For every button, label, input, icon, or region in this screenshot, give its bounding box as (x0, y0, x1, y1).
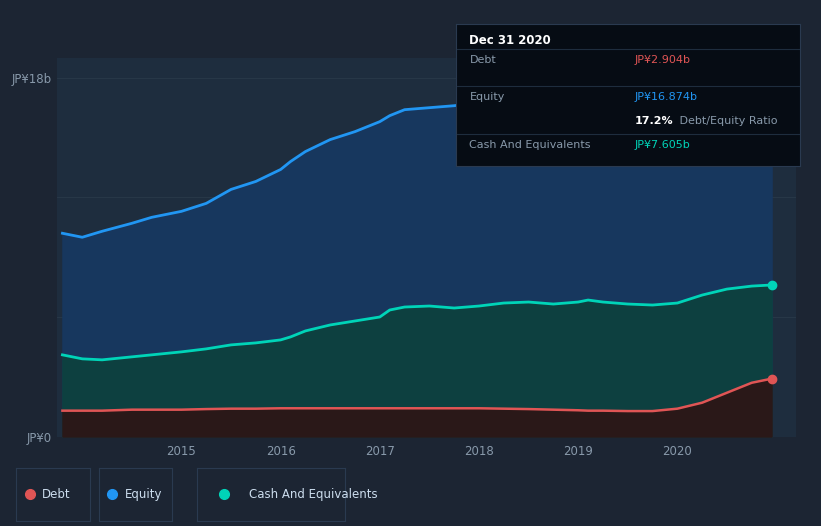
Text: Debt: Debt (470, 55, 496, 65)
Text: JP¥16.874b: JP¥16.874b (635, 92, 698, 102)
Text: Equity: Equity (470, 92, 505, 102)
Text: Equity: Equity (125, 488, 162, 501)
Text: Cash And Equivalents: Cash And Equivalents (249, 488, 378, 501)
Text: JP¥2.904b: JP¥2.904b (635, 55, 691, 65)
Text: Cash And Equivalents: Cash And Equivalents (470, 140, 591, 150)
Text: Debt: Debt (43, 488, 71, 501)
Text: 17.2%: 17.2% (635, 116, 673, 126)
Text: JP¥7.605b: JP¥7.605b (635, 140, 690, 150)
Text: Debt/Equity Ratio: Debt/Equity Ratio (677, 116, 777, 126)
Text: Dec 31 2020: Dec 31 2020 (470, 34, 551, 47)
